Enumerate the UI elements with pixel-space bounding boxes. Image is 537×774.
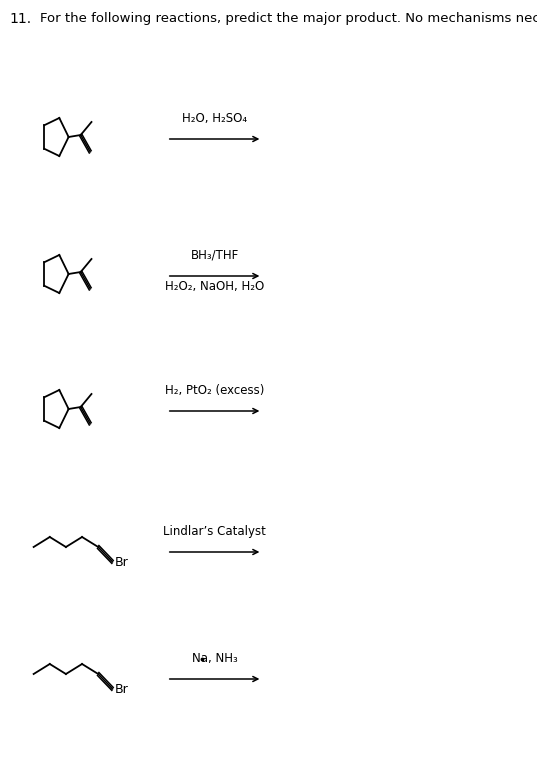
Text: Na, NH₃: Na, NH₃ [192, 652, 237, 665]
Text: BH₃/THF: BH₃/THF [191, 249, 238, 262]
Text: Br: Br [114, 683, 128, 697]
Text: H₂O₂, NaOH, H₂O: H₂O₂, NaOH, H₂O [165, 280, 264, 293]
Text: For the following reactions, predict the major product. No mechanisms necessary.: For the following reactions, predict the… [40, 12, 537, 25]
Text: Lindlar’s Catalyst: Lindlar’s Catalyst [163, 525, 266, 538]
Text: H₂O, H₂SO₄: H₂O, H₂SO₄ [182, 112, 247, 125]
Text: 11.: 11. [10, 12, 32, 26]
Text: H₂, PtO₂ (excess): H₂, PtO₂ (excess) [165, 384, 264, 397]
Text: Br: Br [114, 557, 128, 570]
